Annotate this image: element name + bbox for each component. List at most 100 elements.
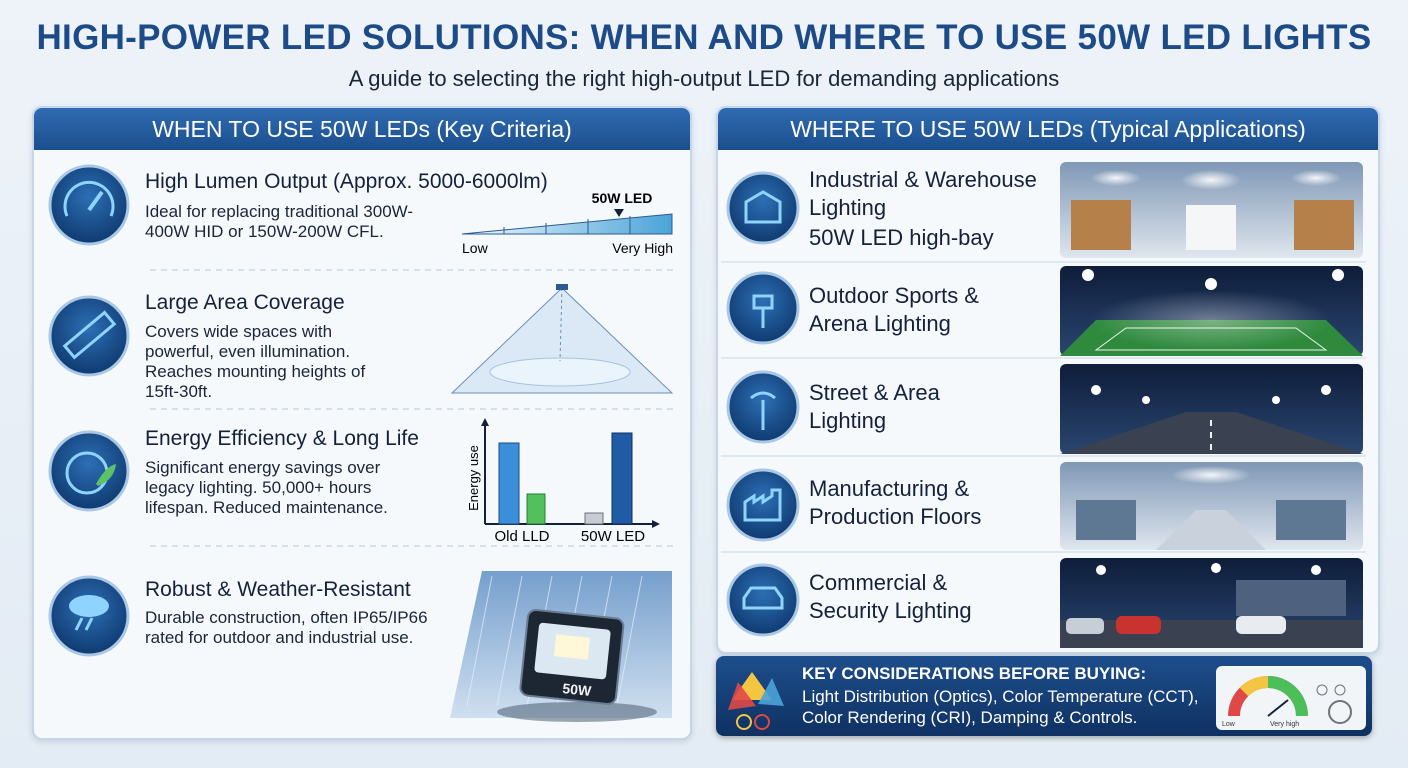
decoration bbox=[726, 468, 800, 542]
decoration bbox=[489, 357, 631, 387]
page-subtitle: A guide to selecting the right high-outp… bbox=[348, 66, 1060, 91]
criterion-title: Robust & Weather-Resistant bbox=[145, 578, 411, 601]
key-graphics: Low Very high bbox=[728, 666, 1366, 730]
decoration bbox=[728, 682, 756, 710]
decoration bbox=[1156, 510, 1266, 550]
decoration bbox=[96, 464, 116, 486]
decoration bbox=[63, 180, 115, 217]
category-label: 50W LED bbox=[581, 528, 645, 545]
application-subtitle: 50W LED high-bay bbox=[809, 225, 994, 250]
gauge bbox=[1239, 676, 1269, 697]
decoration bbox=[1076, 500, 1136, 540]
bar-shape bbox=[584, 512, 604, 525]
category-label: Old LLD bbox=[494, 528, 549, 545]
criterion-description: Significant energy savings over legacy l… bbox=[145, 458, 388, 517]
decoration bbox=[754, 714, 770, 730]
decoration bbox=[1116, 616, 1161, 634]
floodlight-illustration: 50W bbox=[450, 571, 672, 722]
decoration bbox=[1334, 684, 1346, 696]
decoration bbox=[48, 295, 130, 377]
criterion-description: Covers wide spaces with powerful, even i… bbox=[145, 322, 366, 401]
decoration bbox=[1181, 170, 1241, 190]
lumen-scale: 50W LED Low Very High bbox=[461, 190, 673, 256]
icon-weather bbox=[48, 575, 130, 657]
decoration bbox=[1332, 269, 1344, 281]
decoration bbox=[742, 586, 784, 610]
application-title: Commercial & Security Lighting bbox=[809, 570, 972, 623]
decoration bbox=[1171, 466, 1251, 484]
decoration bbox=[1311, 565, 1321, 575]
bar-shape bbox=[526, 493, 546, 525]
decoration bbox=[743, 488, 782, 522]
gauge-high: Very high bbox=[1270, 721, 1299, 728]
decoration bbox=[652, 520, 660, 528]
factory-scene bbox=[1060, 462, 1363, 550]
decoration bbox=[1294, 200, 1354, 250]
decoration bbox=[1267, 699, 1289, 717]
bar-shape bbox=[498, 442, 520, 525]
decoration bbox=[1211, 563, 1221, 573]
criterion-description: Durable construction, often IP65/IP66 ra… bbox=[145, 608, 428, 647]
icon-glyphs bbox=[742, 190, 784, 610]
criterion-title: Energy Efficiency & Long Life bbox=[145, 427, 419, 450]
when-graphics: 50W LED Low Very High Energy use Old LLD… bbox=[48, 164, 677, 722]
decoration bbox=[481, 418, 489, 426]
decoration bbox=[69, 595, 109, 617]
floodlight-label: 50W bbox=[562, 680, 593, 699]
bar-shape bbox=[611, 432, 633, 525]
decoration bbox=[553, 634, 591, 660]
decoration bbox=[461, 213, 673, 235]
application-title: Outdoor Sports & Arena Lighting bbox=[809, 283, 979, 336]
axis-label: Energy use bbox=[466, 445, 481, 511]
application-title: Manufacturing & Production Floors bbox=[809, 476, 982, 529]
where-graphics bbox=[721, 162, 1366, 648]
warehouse-scene bbox=[1060, 162, 1363, 258]
decoration bbox=[1328, 700, 1352, 724]
criterion-title: Large Area Coverage bbox=[145, 291, 345, 314]
decoration bbox=[1316, 684, 1328, 696]
when-heading: WHEN TO USE 50W LEDs (Key Criteria) bbox=[34, 108, 690, 150]
decoration bbox=[1236, 616, 1286, 634]
decoration bbox=[726, 563, 800, 637]
decoration bbox=[1142, 396, 1150, 404]
street-scene bbox=[1060, 364, 1363, 454]
decoration bbox=[1071, 200, 1131, 250]
decoration bbox=[758, 678, 784, 706]
energy-chart: Energy use Old LLD 50W LED bbox=[466, 418, 660, 545]
decoration bbox=[1321, 385, 1331, 395]
color-icon bbox=[728, 672, 784, 730]
decoration bbox=[1272, 396, 1280, 404]
icon-ruler bbox=[48, 295, 130, 377]
decoration bbox=[1082, 269, 1094, 281]
decoration bbox=[1276, 500, 1346, 540]
page-title: HIGH-POWER LED SOLUTIONS: WHEN AND WHERE… bbox=[36, 18, 1372, 57]
criterion-title: High Lumen Output (Approx. 5000-6000lm) bbox=[145, 170, 548, 193]
decoration bbox=[744, 190, 782, 224]
decoration bbox=[559, 287, 563, 362]
decoration bbox=[48, 164, 130, 246]
key-title: KEY CONSIDERATIONS BEFORE BUYING: bbox=[802, 664, 1147, 683]
key-text: Light Distribution (Optics), Color Tempe… bbox=[802, 687, 1199, 727]
decoration bbox=[1096, 565, 1106, 575]
decoration bbox=[726, 171, 800, 245]
decoration bbox=[1205, 278, 1217, 290]
application-icons bbox=[726, 171, 800, 637]
decoration bbox=[1091, 170, 1141, 186]
application-title: Street & Area Lighting bbox=[809, 380, 940, 433]
sports-scene bbox=[1060, 266, 1363, 356]
gauge-low: Low bbox=[1222, 721, 1236, 728]
application-title: Industrial & Warehouse Lighting bbox=[809, 167, 1037, 220]
decoration bbox=[48, 430, 130, 512]
decoration bbox=[1060, 620, 1363, 648]
decoration bbox=[1291, 170, 1341, 186]
parking-scene bbox=[1060, 558, 1363, 648]
decoration bbox=[62, 310, 117, 360]
scale-low: Low bbox=[462, 240, 489, 256]
criterion-description: Ideal for replacing traditional 300W-400… bbox=[145, 202, 414, 241]
icon-gauge bbox=[48, 164, 130, 246]
decoration bbox=[497, 702, 657, 722]
decoration bbox=[556, 284, 568, 290]
decoration bbox=[1186, 205, 1236, 250]
decoration bbox=[1236, 580, 1346, 616]
